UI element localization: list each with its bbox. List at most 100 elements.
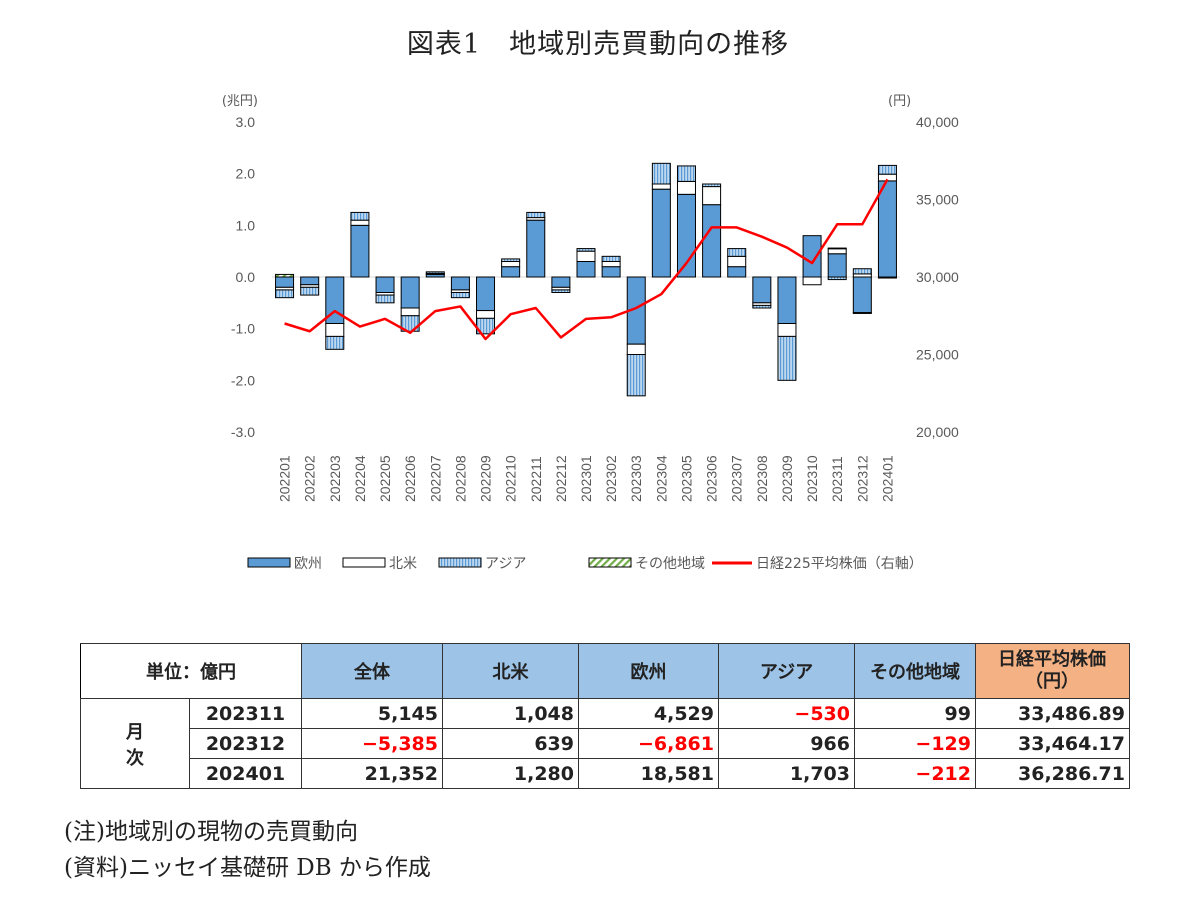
table-cell: 99 xyxy=(854,698,976,729)
unit-header: 単位：億円 xyxy=(80,643,302,699)
bar-segment xyxy=(350,211,370,221)
note-text: (注)地域別の現物の売買動向 xyxy=(64,819,358,845)
header-north-america: 北米 xyxy=(442,643,579,699)
legend-item: アジア xyxy=(438,556,526,572)
table-row: 202401 21,352 1,280 18,581 1,703 −212 36… xyxy=(81,758,1130,789)
y-tick-left: 3.0 xyxy=(236,114,256,130)
bar-segment xyxy=(400,307,420,317)
bar-segment xyxy=(275,289,295,299)
table-cell: 1,703 xyxy=(718,758,855,789)
bar-segment xyxy=(450,292,470,299)
table-cell: −129 xyxy=(854,728,976,759)
bar-segment xyxy=(727,248,747,257)
bar-segment xyxy=(777,323,797,337)
bar-segment xyxy=(852,268,872,275)
left-axis-unit: (兆円) xyxy=(222,94,258,109)
bar-segment xyxy=(702,186,722,206)
bar-segment xyxy=(526,219,546,278)
legend-label: 北米 xyxy=(389,556,417,572)
table-cell: 33,486.89 xyxy=(975,698,1130,729)
legend-label: アジア xyxy=(485,556,526,572)
summary-table: 単位：億円 全体 北米 欧州 アジア その他地域 日経平均株価 （円） 月 次 … xyxy=(80,643,1130,789)
bar-segment xyxy=(676,180,696,195)
x-tick-label: 202305 xyxy=(678,455,694,502)
bar-segment xyxy=(802,276,822,286)
y-tick-left: 2.0 xyxy=(236,166,256,182)
bar-segment xyxy=(601,255,621,263)
x-tick-label: 202302 xyxy=(603,455,619,502)
bar-segment xyxy=(300,286,320,296)
table-row: 月 次 202311 5,145 1,048 4,529 −530 99 33,… xyxy=(80,698,1130,789)
table-cell: −530 xyxy=(718,698,855,729)
y-tick-right: 25,000 xyxy=(916,347,959,363)
bar-segment xyxy=(526,211,546,219)
table-cell: 966 xyxy=(718,728,855,759)
legend-swatch xyxy=(588,557,632,568)
legend-label: 日経225平均株価（右軸） xyxy=(756,556,923,572)
bar-segment xyxy=(877,276,897,279)
bar-segment xyxy=(827,247,847,250)
bar-segment xyxy=(576,250,596,263)
x-tick-label: 202303 xyxy=(628,455,644,502)
bar-segment xyxy=(626,354,646,397)
bar-segment xyxy=(576,248,596,252)
table-cell: 36,286.71 xyxy=(975,758,1130,789)
header-nikkei: 日経平均株価 （円） xyxy=(975,643,1130,699)
x-tick-label: 202309 xyxy=(779,455,795,502)
x-tick-label: 202207 xyxy=(427,455,443,502)
x-tick-label: 202205 xyxy=(377,455,393,502)
table-cell: 1,280 xyxy=(442,758,579,789)
bar-segment xyxy=(827,276,847,281)
bar-segment xyxy=(676,165,696,182)
legend-label: その他地域 xyxy=(635,556,705,572)
bar-segment xyxy=(702,183,722,188)
bar-segment xyxy=(375,294,395,304)
x-tick-label: 202201 xyxy=(277,455,293,502)
bar-segment xyxy=(727,255,747,268)
x-tick-label: 202312 xyxy=(854,455,870,502)
bar-segment xyxy=(802,235,822,278)
bar-segment xyxy=(551,289,571,293)
bar-segment xyxy=(601,266,621,278)
legend-item: 日経225平均株価（右軸） xyxy=(712,556,923,572)
x-tick-label: 202208 xyxy=(452,455,468,502)
legend-swatch xyxy=(438,557,482,568)
bar-segment xyxy=(752,276,772,304)
right-axis-unit: (円) xyxy=(888,94,911,109)
table-cell: 639 xyxy=(442,728,579,759)
x-tick-label: 202304 xyxy=(653,455,669,502)
table-cell: 18,581 xyxy=(578,758,719,789)
bar-segment xyxy=(601,261,621,268)
row-group-label: 月 次 xyxy=(80,698,190,789)
legend-item: 欧州 xyxy=(247,556,322,572)
header-nikkei-line2: （円） xyxy=(1025,671,1079,692)
table-cell: −6,861 xyxy=(578,728,719,759)
y-tick-right: 30,000 xyxy=(916,269,959,285)
header-total: 全体 xyxy=(301,643,443,699)
bar-segment xyxy=(375,276,395,293)
y-tick-right: 20,000 xyxy=(916,424,959,440)
x-tick-label: 202203 xyxy=(327,455,343,502)
bar-segment xyxy=(777,276,797,324)
bar-segment xyxy=(651,183,671,190)
header-nikkei-line1: 日経平均株価 xyxy=(998,649,1106,670)
bar-segment xyxy=(727,266,747,278)
x-tick-label: 202306 xyxy=(704,455,720,502)
y-tick-left: -3.0 xyxy=(231,424,255,440)
bar-segment xyxy=(400,276,420,309)
bar-segment xyxy=(476,310,496,319)
x-tick-label: 202210 xyxy=(503,455,519,502)
y-tick-right: 35,000 xyxy=(916,192,959,208)
x-tick-label: 202308 xyxy=(754,455,770,502)
table-row: 202312 −5,385 639 −6,861 966 −129 33,464… xyxy=(81,728,1130,759)
x-tick-label: 202311 xyxy=(829,456,845,502)
x-tick-label: 202307 xyxy=(729,455,745,502)
bar-segment xyxy=(651,188,671,278)
nikkei-line xyxy=(284,178,889,341)
row-group-char-1: 月 xyxy=(126,721,144,743)
y-tick-left: -1.0 xyxy=(231,321,255,337)
bar-segment xyxy=(325,323,345,337)
bar-segment xyxy=(877,164,897,175)
row-label: 202312 xyxy=(189,728,302,759)
legend-label: 欧州 xyxy=(294,556,322,572)
